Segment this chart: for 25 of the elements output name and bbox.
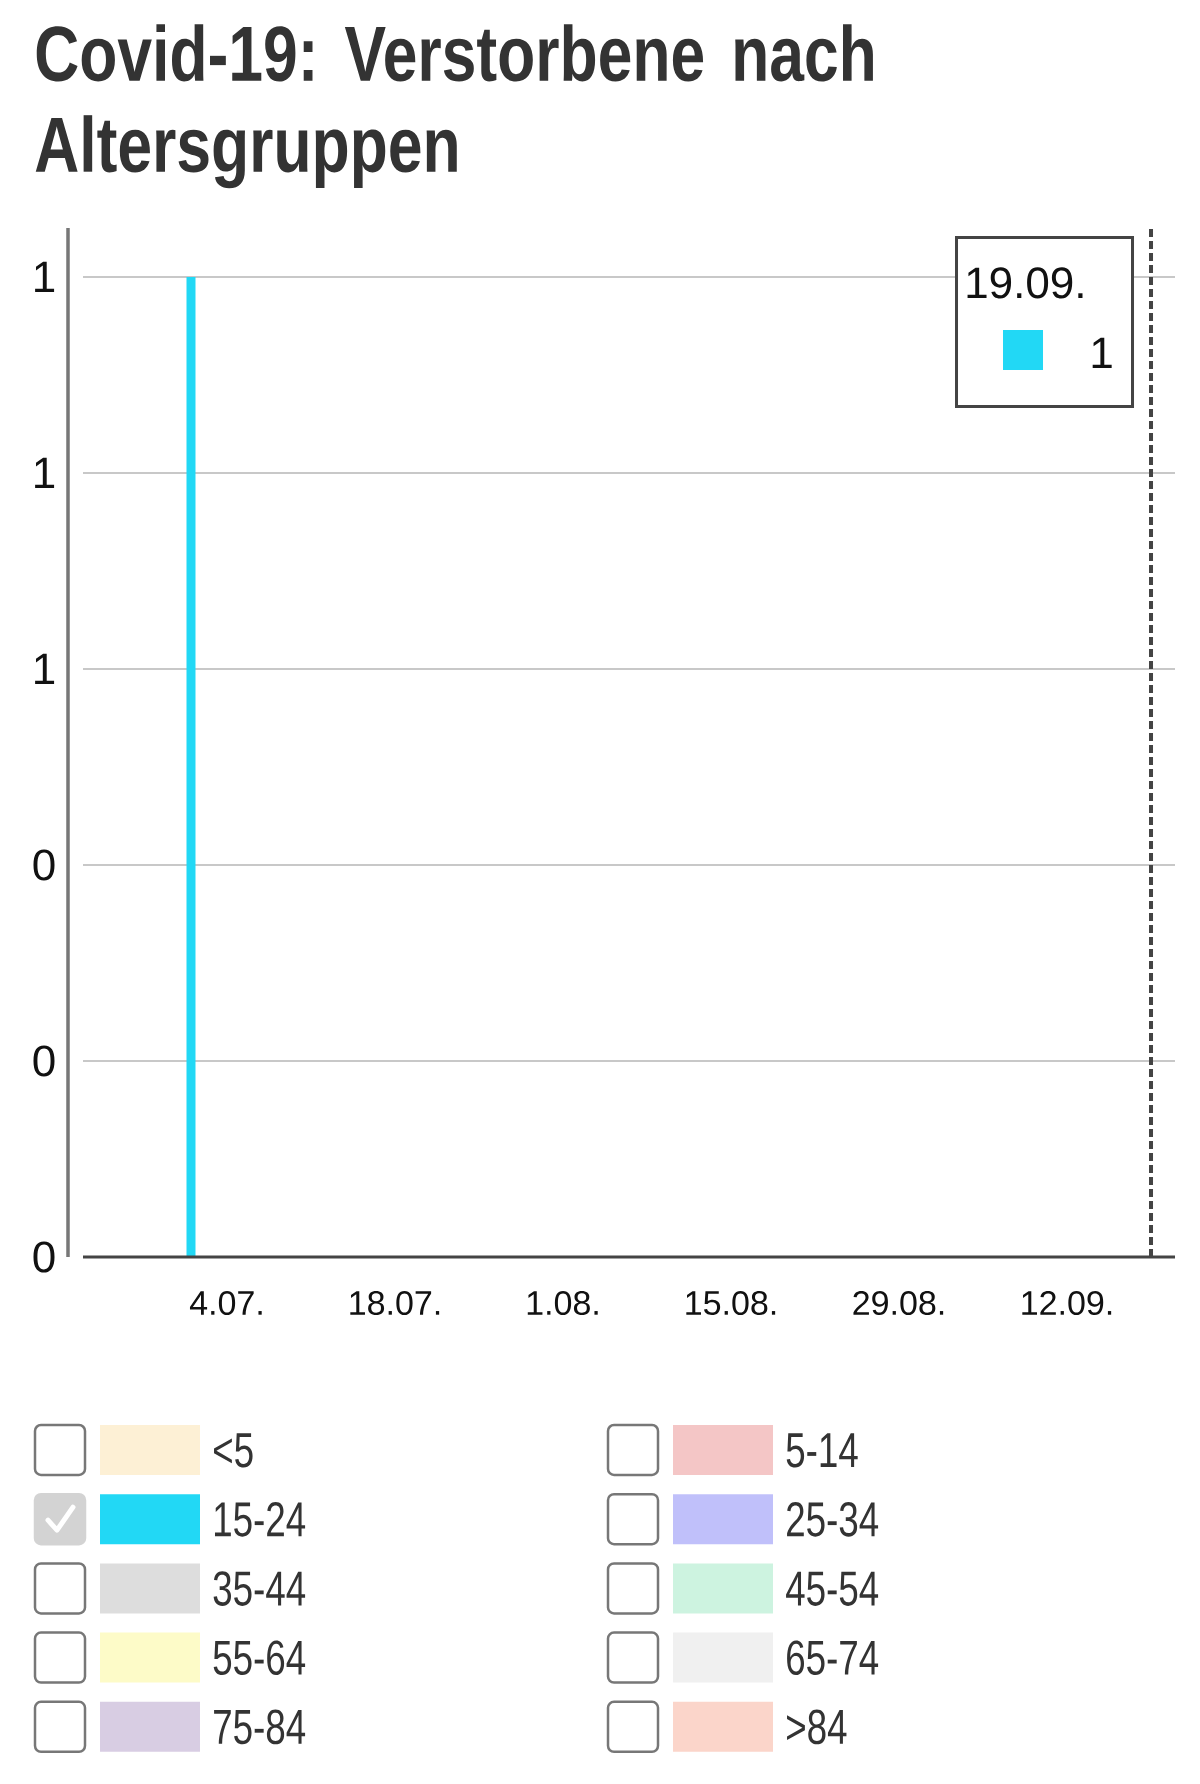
x-tick-label: 1.08. — [527, 1290, 598, 1316]
y-tick-label: 1 — [35, 457, 55, 489]
x-tick-label: 29.08. — [853, 1290, 944, 1316]
annotation: 1 — [1092, 337, 1112, 368]
legend-label: 5-14 — [786, 1433, 858, 1468]
legend-label: 75-84 — [214, 1709, 306, 1745]
legend-label: 35-44 — [213, 1571, 306, 1606]
x-tick-label: 12.09. — [1022, 1290, 1112, 1316]
legend-label: 65-74 — [787, 1640, 879, 1676]
x-tick-label: 15.08. — [686, 1290, 776, 1316]
ref-line-label: 19.09. — [967, 267, 1083, 299]
y-tick-label: 0 — [33, 1045, 55, 1077]
y-tick-label: 0 — [33, 1241, 55, 1273]
legend-label: <5 — [214, 1433, 253, 1468]
legend-label: 15-24 — [214, 1501, 306, 1537]
legend-label: 55-64 — [213, 1640, 306, 1676]
chart-title: Covid-19: Verstorbene nach Altersgruppen — [35, 24, 873, 189]
y-tick-label: 1 — [35, 261, 55, 293]
legend-label: 45-54 — [786, 1571, 879, 1606]
y-tick-label: 0 — [33, 849, 55, 881]
x-tick-label: 4.07. — [189, 1290, 262, 1316]
legend-label: 25-34 — [787, 1501, 879, 1537]
legend-label: >84 — [787, 1709, 847, 1745]
y-tick-label: 1 — [35, 653, 55, 685]
x-tick-label: 18.07. — [350, 1290, 440, 1316]
